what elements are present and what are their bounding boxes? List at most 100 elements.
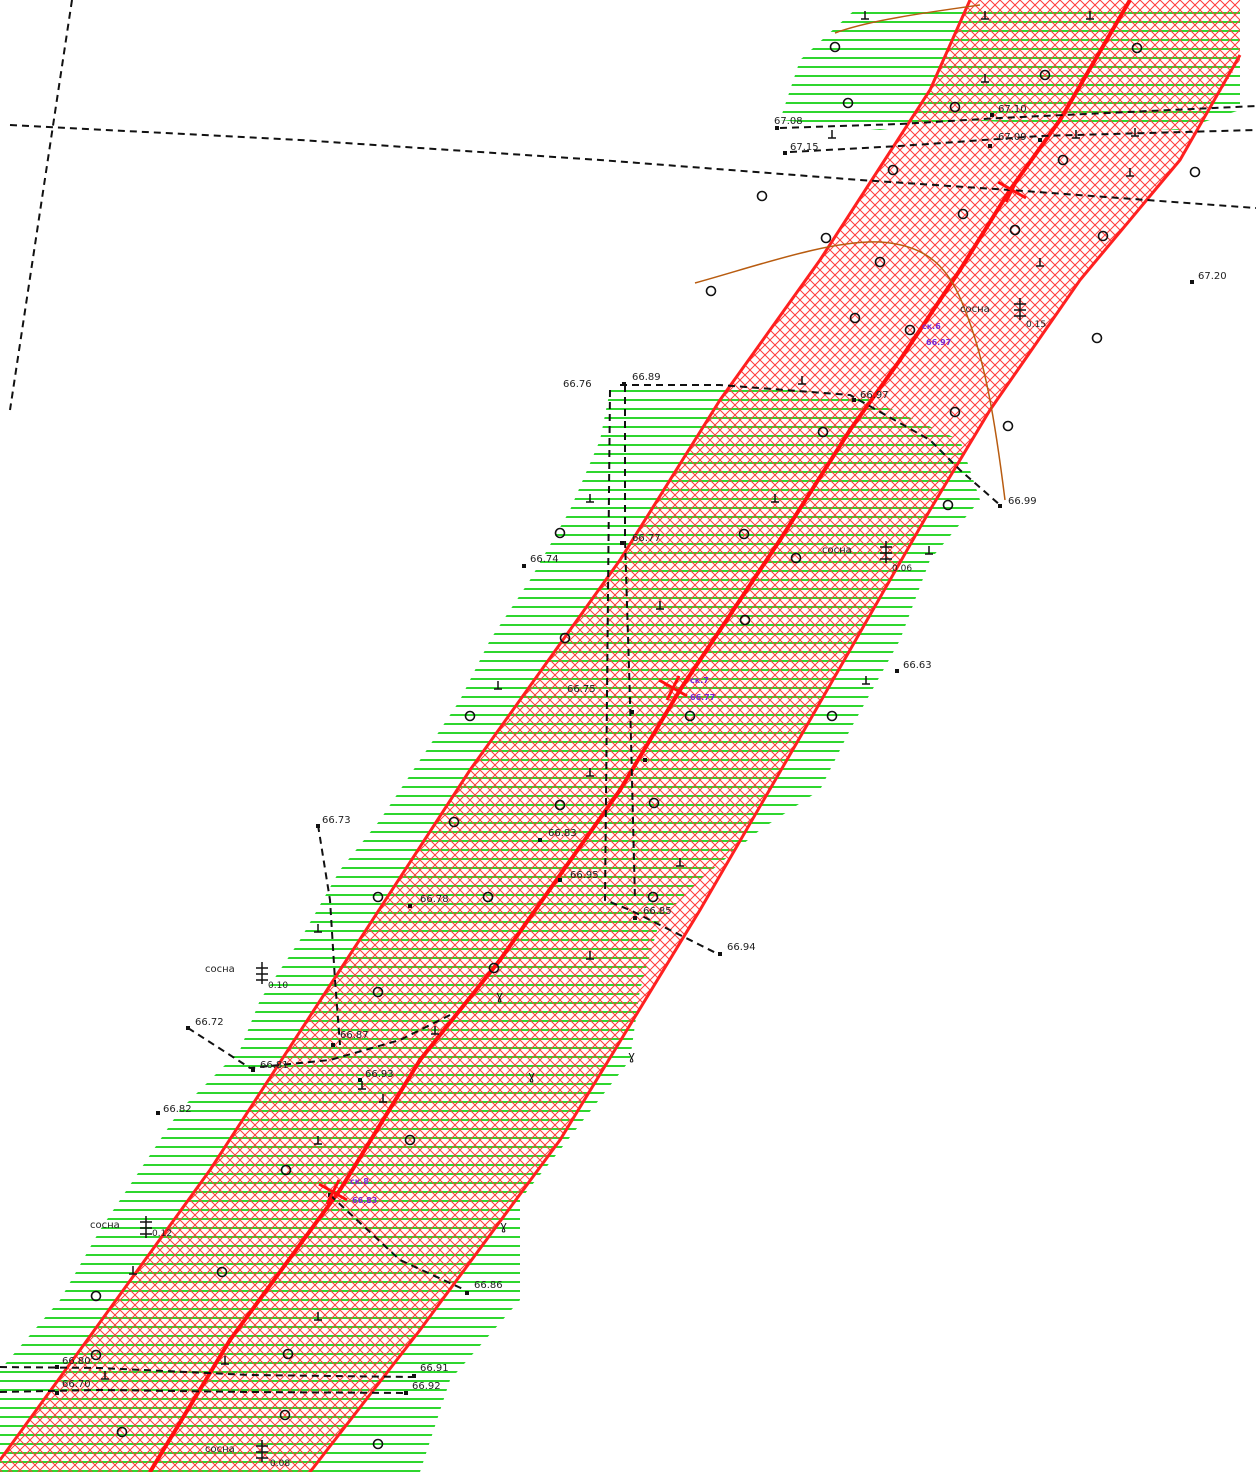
perpendicular-icon bbox=[129, 1266, 137, 1275]
elevation-label: 67.10 bbox=[998, 104, 1027, 115]
circle-marker-icon bbox=[849, 312, 861, 324]
survey-point-icon bbox=[895, 669, 899, 673]
perpendicular-icon bbox=[1036, 258, 1044, 267]
circle-marker-icon bbox=[684, 710, 696, 722]
perpendicular-icon bbox=[221, 1356, 229, 1365]
circle-marker-icon bbox=[279, 1409, 291, 1421]
boundary-top-right-1 bbox=[779, 105, 1256, 129]
survey-point-icon bbox=[408, 904, 412, 908]
station-label-top: ск.8 bbox=[350, 1177, 369, 1186]
survey-point-icon bbox=[1038, 138, 1042, 142]
survey-point-icon bbox=[331, 1043, 335, 1047]
perpendicular-icon bbox=[862, 676, 870, 685]
circle-marker-icon bbox=[482, 891, 494, 903]
perpendicular-icon bbox=[586, 951, 594, 960]
perpendicular-icon bbox=[861, 11, 869, 20]
perpendicular-icon bbox=[494, 681, 502, 690]
survey-point-icon bbox=[633, 916, 637, 920]
tree-size-label: 0.06 bbox=[892, 564, 912, 574]
boundary-parcel-1 bbox=[620, 384, 1001, 506]
elevation-label: 66.92 bbox=[412, 1381, 441, 1392]
circle-marker-icon bbox=[1189, 166, 1201, 178]
tree-size-label: 0.12 bbox=[152, 1229, 172, 1239]
survey-point-icon bbox=[55, 1391, 59, 1395]
elevation-label: 66.99 bbox=[1008, 496, 1037, 507]
elevation-label: 67.20 bbox=[1198, 271, 1227, 282]
boundary-bottom-2 bbox=[0, 1388, 407, 1394]
perpendicular-icon bbox=[101, 1371, 109, 1380]
cross-marker-icon bbox=[658, 675, 688, 701]
survey-point-icon bbox=[620, 541, 624, 545]
perpendicular-icon bbox=[431, 1026, 439, 1035]
protection-zone-left-edge bbox=[0, 0, 972, 1461]
tree-labels: сосна 0.10 сосна 0.15 сосна 0.06 сосна 0… bbox=[90, 304, 1046, 1469]
elevation-label: 66.70 bbox=[62, 1379, 91, 1390]
perpendicular-icon bbox=[981, 74, 989, 83]
tree-name-label: сосна bbox=[205, 964, 235, 975]
perpendicular-icon bbox=[358, 1081, 366, 1090]
elevation-label: 66.74 bbox=[530, 554, 559, 565]
boundary-bottom-1 bbox=[0, 1366, 413, 1378]
pine-tree-icon bbox=[256, 962, 268, 984]
shrub-symbol: ɣ bbox=[628, 1049, 635, 1063]
contour-top bbox=[834, 4, 981, 34]
circle-marker-icon bbox=[282, 1348, 294, 1360]
perpendicular-icon bbox=[314, 924, 322, 933]
circle-marker-icon bbox=[116, 1426, 128, 1438]
survey-point-icon bbox=[316, 824, 320, 828]
elevation-label: 66.86 bbox=[474, 1280, 503, 1291]
circle-marker-icon bbox=[1097, 230, 1109, 242]
boundary-top-right-2 bbox=[789, 129, 1256, 153]
circle-marker-icon bbox=[820, 232, 832, 244]
circle-marker-icon bbox=[705, 285, 717, 297]
circle-marker-icon bbox=[1057, 154, 1069, 166]
tree-name-label: сосна bbox=[822, 545, 852, 556]
survey-point-icon bbox=[558, 878, 562, 882]
perpendicular-icon bbox=[314, 1312, 322, 1321]
circle-marker-icon bbox=[464, 710, 476, 722]
survey-point-icon bbox=[538, 838, 542, 842]
circle-marker-icon bbox=[554, 527, 566, 539]
survey-point-icon bbox=[783, 151, 787, 155]
tree-size-label: 0.15 bbox=[1026, 320, 1046, 330]
survey-point-icon bbox=[718, 952, 722, 956]
survey-point-icon bbox=[404, 1391, 408, 1395]
shrub-symbol: ɣ bbox=[496, 989, 503, 1003]
elevation-label: 66.83 bbox=[548, 828, 577, 839]
circle-marker-icon bbox=[448, 816, 460, 828]
boundary-parcel-5 bbox=[187, 1014, 451, 1070]
circle-marker-icon bbox=[372, 1438, 384, 1450]
circle-marker-icon bbox=[756, 190, 768, 202]
survey-point-icon bbox=[988, 144, 992, 148]
survey-point-icon bbox=[186, 1026, 190, 1030]
circle-marker-icon bbox=[648, 797, 660, 809]
elevation-label: 66.94 bbox=[727, 942, 756, 953]
elevation-label: 67.08 bbox=[774, 116, 803, 127]
circle-marker-icon bbox=[826, 710, 838, 722]
circle-marker-icon bbox=[887, 164, 899, 176]
station-label-top: ск.6 bbox=[922, 322, 941, 331]
pine-tree-icon bbox=[1014, 298, 1026, 320]
circle-marker-icon bbox=[280, 1164, 292, 1176]
station-label-bottom: 66.77 bbox=[690, 693, 715, 702]
circle-marker-icon bbox=[647, 891, 659, 903]
tree-name-label: сосна bbox=[205, 1444, 235, 1455]
perpendicular-icon bbox=[981, 11, 989, 20]
circle-marker-icon bbox=[488, 962, 500, 974]
elevation-label: 66.73 bbox=[322, 815, 351, 826]
cross-marker-icon bbox=[318, 1179, 348, 1205]
circle-marker-icon bbox=[790, 552, 802, 564]
circle-marker-icon bbox=[957, 208, 969, 220]
circle-marker-icon bbox=[404, 1134, 416, 1146]
circle-marker-icon bbox=[90, 1349, 102, 1361]
elevation-label: 66.81 bbox=[260, 1060, 289, 1071]
perpendicular-icon bbox=[828, 130, 836, 139]
circle-marker-icon bbox=[949, 101, 961, 113]
perpendicular-icon bbox=[586, 494, 594, 503]
survey-point-icon bbox=[990, 113, 994, 117]
elevation-label: 66.75 bbox=[567, 684, 596, 695]
perpendicular-icon bbox=[586, 768, 594, 777]
elevation-label: 67.09 bbox=[998, 132, 1027, 143]
cross-marker-icon bbox=[997, 177, 1027, 203]
